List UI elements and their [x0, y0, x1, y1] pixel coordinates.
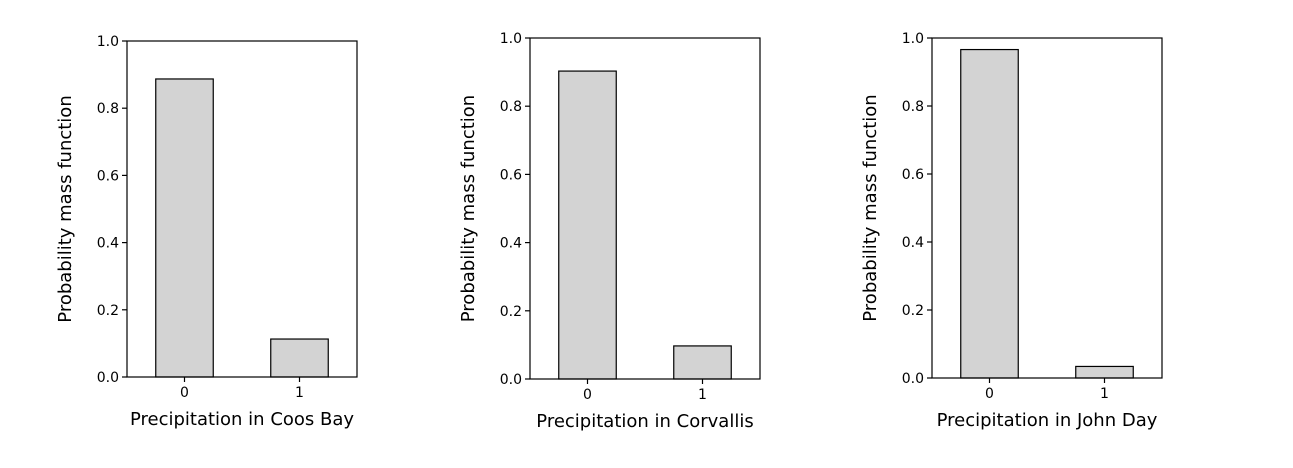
plot-frame	[126, 40, 358, 378]
x-axis-label: Precipitation in John Day	[937, 410, 1158, 431]
y-tick-label: 0.6	[500, 167, 522, 183]
y-tick-label: 0.2	[97, 303, 119, 319]
bar-1	[270, 338, 329, 378]
x-tick-label: 0	[985, 386, 994, 402]
bar-1	[1075, 365, 1134, 379]
y-tick-label: 1.0	[500, 31, 522, 47]
x-tick-label: 0	[583, 387, 592, 403]
y-axis-label: Probability mass function	[458, 95, 479, 322]
x-tick-label: 1	[295, 385, 304, 401]
y-tick-label: 0.4	[500, 236, 522, 252]
x-axis-label: Precipitation in Coos Bay	[130, 409, 354, 430]
x-axis-label: Precipitation in Corvallis	[536, 411, 753, 432]
y-tick-label: 0.8	[97, 101, 119, 117]
chart-panel-3: 0.0 0.2 0.4 0.6 0.8 1.0 0 1 Precipitation in Joh…	[860, 31, 1163, 431]
plot-frame	[529, 37, 761, 380]
y-tick-label: 0.0	[500, 372, 522, 388]
y-tick-label: 0.4	[97, 236, 119, 252]
y-tick-label: 1.0	[902, 31, 924, 47]
y-tick-label: 0.0	[902, 371, 924, 387]
y-tick-label: 0.6	[902, 167, 924, 183]
y-tick-label: 1.0	[97, 34, 119, 50]
chart-panel-1: 0.0 0.2 0.4 0.6 0.8 1.0 0 1 Precipitation in Coo…	[55, 34, 358, 430]
x-tick-label: 1	[1100, 386, 1109, 402]
bar-0	[155, 78, 214, 378]
y-tick-label: 0.8	[500, 99, 522, 115]
chart-panel-2: 0.0 0.2 0.4 0.6 0.8 1.0 0 1 Precipitation in Cor…	[458, 31, 761, 432]
x-tick-label: 0	[180, 385, 189, 401]
bar-0	[558, 70, 617, 380]
y-tick-label: 0.6	[97, 168, 119, 184]
plot-frame	[931, 37, 1163, 379]
y-tick-label: 0.4	[902, 235, 924, 251]
y-axis-label: Probability mass function	[55, 95, 76, 322]
y-tick-label: 0.2	[500, 304, 522, 320]
x-tick-label: 1	[698, 387, 707, 403]
y-tick-label: 0.2	[902, 303, 924, 319]
y-tick-label: 0.0	[97, 370, 119, 386]
bar-1	[673, 345, 732, 380]
y-tick-label: 0.8	[902, 99, 924, 115]
y-axis-label: Probability mass function	[860, 94, 881, 321]
bar-0	[960, 48, 1019, 379]
